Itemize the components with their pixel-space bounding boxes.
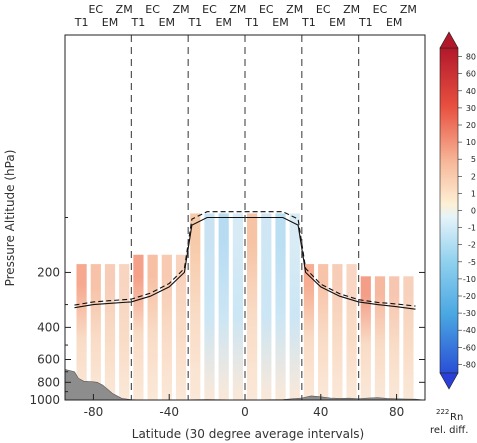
- band-column: [175, 254, 187, 400]
- y-tick-label: 600: [37, 353, 60, 367]
- colorbar-label: 40: [466, 87, 476, 96]
- model-label-top: EC: [202, 3, 217, 16]
- colorbar-label: 80: [466, 53, 476, 62]
- model-label-bottom: T1: [74, 16, 89, 29]
- model-label-top: ZM: [116, 3, 133, 16]
- band-column: [76, 264, 87, 400]
- band-column: [247, 213, 258, 400]
- y-tick-label: 400: [37, 320, 60, 334]
- colorbar-label: 10: [466, 138, 476, 147]
- band-column: [232, 213, 243, 400]
- model-label-top: EC: [145, 3, 160, 16]
- band-column: [261, 213, 272, 400]
- band-separators: [130, 35, 360, 400]
- colorbar-label: 0: [471, 207, 476, 216]
- colorbar-label: -30: [463, 309, 476, 318]
- axis-ticks: -80 -40 0 40 80 200 400 600 800 1000: [29, 217, 425, 419]
- model-label-top: ZM: [286, 3, 303, 16]
- x-tick-label: 80: [389, 405, 404, 419]
- band-column: [275, 213, 286, 400]
- band-column: [389, 276, 400, 400]
- band-column: [318, 264, 329, 400]
- colorbar-label: 60: [466, 70, 476, 79]
- model-label-bottom: EM: [159, 16, 175, 29]
- band-column: [403, 276, 414, 400]
- model-label-bottom: T1: [358, 16, 373, 29]
- band-column: [161, 254, 172, 400]
- model-label-bottom: T1: [244, 16, 259, 29]
- colorbar-label: 30: [466, 104, 476, 113]
- model-label-bottom: EM: [102, 16, 118, 29]
- band-column: [147, 254, 158, 400]
- model-label-bottom: T1: [131, 16, 146, 29]
- model-label-top: EC: [316, 3, 331, 16]
- colorbar-label: -60: [463, 343, 476, 352]
- band-column: [90, 264, 101, 400]
- band-column: [218, 213, 229, 400]
- band-column: [133, 254, 144, 400]
- model-label-bottom: EM: [386, 16, 402, 29]
- model-label-top: ZM: [229, 3, 246, 16]
- latitude-bands: [76, 213, 414, 400]
- model-label-bottom: T1: [187, 16, 202, 29]
- colorbar-label: -20: [463, 292, 476, 301]
- colorbar-label: -10: [463, 275, 476, 284]
- model-label-top: EC: [88, 3, 103, 16]
- model-label-top: ZM: [173, 3, 190, 16]
- model-label-bottom: T1: [301, 16, 316, 29]
- colorbar-label: 1: [471, 189, 476, 198]
- model-label-bottom: EM: [272, 16, 288, 29]
- x-tick-label: 40: [313, 405, 328, 419]
- x-tick-label: 0: [241, 405, 249, 419]
- colorbar-label: -80: [463, 360, 476, 369]
- band-column: [303, 264, 315, 400]
- colorbar-label: -1: [468, 224, 476, 233]
- x-axis-label: Latitude (30 degree average intervals): [132, 427, 364, 441]
- colorbar-label: -2: [468, 241, 476, 250]
- tropopause-line-dashed: [74, 211, 416, 307]
- colorbar-label: 2: [471, 172, 476, 181]
- y-tick-label: 1000: [29, 393, 60, 407]
- orography: [65, 369, 425, 400]
- band-column: [332, 264, 343, 400]
- colorbar-min-arrow: [439, 372, 459, 390]
- plot-area: -80 -40 0 40 80 200 400 600 800 1000: [29, 34, 426, 419]
- orography-area: [65, 369, 425, 400]
- colorbar: 8060403020105210-1-2-5-10-20-30-40-60-80…: [430, 31, 476, 436]
- model-label-top: EC: [259, 3, 274, 16]
- model-label-bottom: EM: [329, 16, 345, 29]
- colorbar-title-sup: 222: [436, 408, 449, 416]
- band-column: [190, 213, 201, 400]
- band-column: [346, 264, 357, 400]
- band-column: [289, 213, 300, 400]
- colorbar-label: -40: [463, 326, 476, 335]
- colorbar-label: 5: [471, 155, 476, 164]
- band-column: [104, 264, 116, 400]
- model-label-top: EC: [373, 3, 388, 16]
- y-tick-label: 800: [37, 375, 60, 389]
- model-label-top: ZM: [343, 3, 360, 16]
- colorbar-label: 20: [466, 121, 476, 130]
- colorbar-label: -5: [468, 258, 476, 267]
- colorbar-body: [439, 47, 459, 374]
- x-tick-label: -40: [159, 405, 179, 419]
- x-tick-label: -80: [84, 405, 104, 419]
- y-tick-label: 200: [37, 265, 60, 279]
- model-label-bottom: EM: [215, 16, 231, 29]
- band-column: [374, 276, 386, 400]
- colorbar-title-line2: rel. diff.: [430, 425, 468, 436]
- band-column: [119, 264, 130, 400]
- y-axis-label: Pressure Altitude (hPa): [3, 150, 17, 287]
- model-label-top: ZM: [400, 3, 417, 16]
- band-column: [360, 276, 371, 400]
- band-column: [204, 213, 215, 400]
- colorbar-title-main: Rn: [450, 412, 463, 423]
- colorbar-max-arrow: [439, 31, 459, 49]
